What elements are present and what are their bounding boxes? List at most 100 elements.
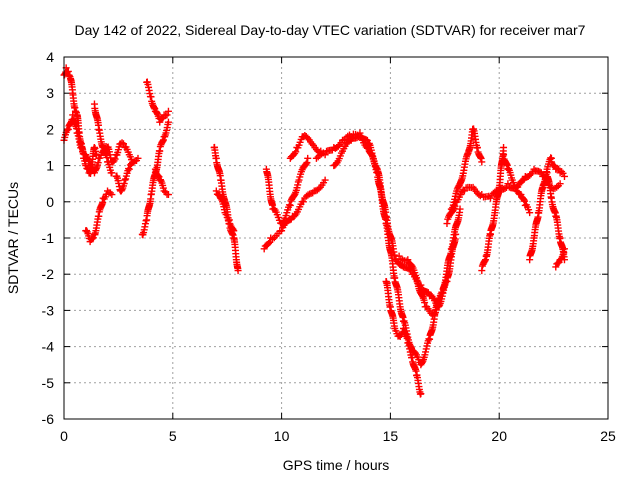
data-point-fill: [229, 225, 237, 233]
series-arc-D: [90, 100, 116, 177]
data-point-fill: [304, 191, 312, 199]
x-tick-label: 5: [169, 428, 177, 444]
series-arc-U: [500, 151, 534, 217]
data-point-fill: [501, 184, 509, 192]
data-point: [278, 227, 286, 235]
data-point: [93, 151, 101, 159]
series-arc-C: [82, 187, 116, 246]
data-point: [304, 154, 312, 162]
series-arc-L: [262, 154, 312, 228]
data-point-fill: [433, 303, 441, 311]
y-tick-label: -6: [42, 411, 55, 427]
y-tick-label: 3: [46, 85, 54, 101]
x-tick-label: 20: [491, 428, 507, 444]
series-arc-E: [112, 154, 142, 195]
series-arc-H: [151, 165, 172, 199]
data-point-fill: [153, 109, 161, 117]
data-point: [230, 227, 238, 235]
y-tick-label: -2: [42, 266, 55, 282]
data-point-fill: [519, 176, 527, 184]
data-point-fill: [303, 159, 311, 167]
x-tick-label: 10: [274, 428, 290, 444]
series-arc-Q: [395, 205, 464, 319]
y-tick-label: 0: [46, 194, 54, 210]
data-point-fill: [560, 248, 568, 256]
data-point-fill: [315, 185, 323, 193]
series-arc-P: [382, 277, 425, 398]
y-tick-label: 1: [46, 158, 54, 174]
data-point: [295, 176, 303, 184]
data-points: [60, 64, 568, 398]
data-point-fill: [158, 115, 166, 123]
data-point-fill: [111, 155, 119, 163]
data-point-fill: [88, 235, 96, 243]
chart-title: Day 142 of 2022, Sidereal Day-to-day VTE…: [75, 22, 586, 38]
data-point-fill: [437, 290, 445, 298]
series-arc-W: [543, 169, 568, 264]
data-point-fill: [292, 148, 300, 156]
data-point: [121, 176, 129, 184]
x-tick-label: 15: [383, 428, 399, 444]
data-point: [151, 165, 159, 173]
data-point: [234, 267, 242, 275]
data-point: [417, 390, 425, 398]
series-arc-S: [447, 125, 486, 214]
data-point-fill: [521, 197, 529, 205]
y-tick-label: 2: [46, 121, 54, 137]
data-point: [108, 169, 116, 177]
series-arc-G: [143, 78, 172, 126]
series-arc-J: [212, 187, 238, 235]
data-point: [478, 158, 486, 166]
data-point-fill: [82, 227, 90, 235]
data-point: [486, 194, 494, 202]
data-point-fill: [89, 234, 97, 242]
data-point: [560, 172, 568, 180]
data-point-fill: [156, 176, 164, 184]
y-tick-label: -4: [42, 339, 55, 355]
data-point-fill: [118, 186, 126, 194]
data-point-fill: [120, 180, 128, 188]
data-point: [456, 205, 464, 213]
data-point: [556, 180, 564, 188]
data-point: [125, 165, 133, 173]
series-arc-X: [552, 245, 568, 271]
data-point-fill: [154, 172, 162, 180]
data-point-fill: [163, 111, 171, 119]
x-axis-label: GPS time / hours: [283, 457, 390, 473]
data-point: [108, 191, 116, 199]
y-tick-label: 4: [46, 49, 54, 65]
data-point: [504, 180, 512, 188]
data-point-fill: [302, 160, 310, 168]
y-tick-label: -3: [42, 302, 55, 318]
data-point: [212, 187, 220, 195]
data-point: [560, 245, 568, 253]
series-arc-Y: [547, 158, 568, 180]
data-point-fill: [265, 240, 273, 248]
data-point-fill: [553, 164, 561, 172]
y-axis-label: SDTVAR / TECUs: [5, 182, 21, 294]
series-arc-B: [60, 64, 101, 177]
data-point-fill: [550, 161, 558, 169]
data-point: [321, 176, 329, 184]
data-point-fill: [291, 212, 299, 220]
data-point-fill: [63, 127, 71, 135]
data-point: [134, 154, 142, 162]
data-point: [164, 118, 172, 126]
data-point-fill: [520, 196, 528, 204]
data-point-fill: [154, 171, 162, 179]
plot-frame: [63, 56, 609, 420]
x-tick-label: 25: [600, 428, 616, 444]
data-point: [225, 216, 233, 224]
data-point: [552, 263, 560, 271]
grid: [64, 57, 608, 419]
series-arc-F: [138, 118, 172, 239]
data-point-fill: [270, 205, 278, 213]
data-point: [500, 144, 508, 151]
data-point: [321, 151, 329, 159]
data-point-fill: [476, 192, 484, 200]
data-point: [356, 129, 364, 137]
data-point: [443, 220, 451, 228]
data-point: [513, 183, 521, 191]
data-point-fill: [536, 168, 544, 176]
